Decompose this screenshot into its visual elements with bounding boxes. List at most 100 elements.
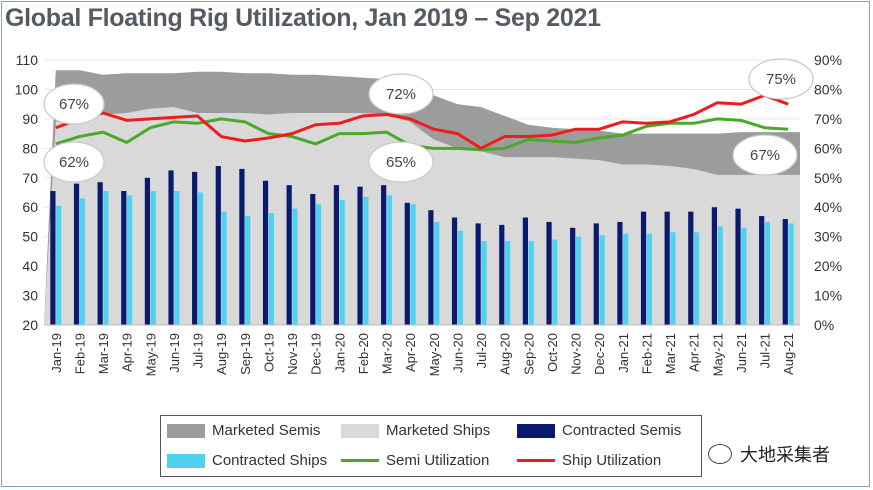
x-tick-label: Apr-19 [120, 333, 135, 372]
y-left-tick-label: 50 [22, 229, 38, 245]
bar-contracted-ships [150, 191, 156, 325]
bar-contracted-semis [357, 186, 363, 325]
bar-contracted-semis [215, 166, 221, 325]
y-right-tick-label: 50% [814, 170, 842, 186]
y-left-tick-label: 80 [22, 140, 38, 156]
bar-contracted-semis [192, 171, 198, 325]
bar-contracted-ships [221, 211, 227, 325]
chart-legend: Marketed Semis Marketed Ships Contracted… [160, 415, 702, 477]
legend-swatch-semi-utilization [341, 459, 379, 462]
x-tick-label: Feb-20 [356, 333, 371, 374]
bar-contracted-ships [315, 204, 322, 325]
x-tick-label: Apr-20 [403, 333, 418, 372]
legend-item-contracted-semis: Contracted Semis [517, 422, 681, 439]
chart-title: Global Floating Rig Utilization, Jan 201… [5, 4, 601, 32]
bar-contracted-ships [504, 241, 511, 325]
x-tick-label: Jan-20 [332, 333, 347, 373]
legend-label-semi-utilization: Semi Utilization [386, 452, 490, 469]
annotation-label: 65% [386, 154, 416, 171]
x-tick-label: Jan-19 [49, 333, 64, 373]
bar-contracted-ships [56, 205, 62, 325]
bar-contracted-ships [79, 198, 85, 325]
bar-contracted-semis [735, 208, 741, 325]
x-tick-label: Mar-19 [96, 333, 111, 374]
legend-item-contracted-ships: Contracted Ships [167, 452, 327, 469]
x-tick-label: Jun-20 [450, 333, 465, 373]
y-right-tick-label: 0% [814, 317, 834, 333]
y-right-tick-label: 20% [814, 258, 842, 274]
legend-swatch-marketed-semis [167, 423, 205, 438]
bar-contracted-semis [73, 183, 80, 325]
watermark: 大地采集者 [708, 441, 830, 467]
y-right-tick-label: 70% [814, 111, 842, 127]
bar-contracted-ships [292, 208, 298, 325]
bar-contracted-ships [245, 216, 251, 325]
annotation-bubble [368, 141, 434, 183]
bar-contracted-ships [599, 235, 605, 325]
y-right-tick-label: 10% [814, 288, 842, 304]
area-marketed-ships [44, 107, 800, 325]
x-tick-label: May-21 [710, 333, 725, 376]
bar-contracted-ships [363, 196, 369, 325]
annotation-bubble [368, 73, 434, 115]
bar-contracted-ships [528, 241, 534, 325]
bar-contracted-semis [121, 191, 127, 325]
bar-contracted-ships [670, 232, 676, 325]
y-left-tick-label: 70 [22, 170, 38, 186]
bar-contracted-semis [381, 185, 387, 325]
annotation-label: 67% [59, 96, 89, 113]
x-tick-label: Mar-20 [380, 333, 395, 374]
legend-swatch-marketed-ships [341, 423, 379, 438]
y-left-tick-label: 20 [22, 317, 38, 333]
bar-contracted-semis [333, 185, 340, 325]
y-right-tick-label: 30% [814, 229, 842, 245]
y-left-tick-label: 110 [16, 52, 39, 68]
legend-item-ship-utilization: Ship Utilization [517, 452, 661, 469]
bar-contracted-ships [103, 191, 109, 325]
x-tick-label: Jun-19 [167, 333, 182, 373]
watermark-text: 大地采集者 [740, 445, 830, 465]
legend-swatch-ship-utilization [517, 459, 555, 462]
annotation-label: 72% [386, 86, 416, 103]
bar-contracted-semis [499, 224, 505, 325]
x-tick-label: Jul-19 [191, 333, 206, 368]
bar-contracted-ships [174, 191, 180, 325]
bar-contracted-ships [386, 195, 393, 325]
bar-contracted-ships [764, 221, 771, 325]
bar-contracted-ships [197, 192, 204, 325]
bar-contracted-semis [475, 223, 481, 325]
x-tick-label: Nov-19 [285, 333, 300, 375]
x-tick-label: Feb-21 [639, 333, 654, 374]
bar-contracted-ships [575, 236, 582, 325]
bar-contracted-ships [481, 241, 487, 325]
annotation-bubble [748, 58, 814, 100]
line-ship-utilization [55, 93, 789, 150]
bar-contracted-semis [617, 221, 623, 325]
x-tick-label: Apr-21 [687, 333, 702, 372]
legend-label-contracted-ships: Contracted Ships [212, 452, 328, 469]
bar-contracted-semis [428, 210, 434, 325]
x-tick-label: Jan-21 [616, 333, 631, 373]
legend-swatch-contracted-semis [517, 423, 555, 438]
bar-contracted-semis [664, 211, 670, 325]
y-left-tick-label: 60 [22, 199, 38, 215]
x-tick-label: Sep-20 [521, 333, 536, 375]
annotation-label: 75% [766, 71, 796, 88]
bar-contracted-semis [759, 216, 765, 325]
legend-label-ship-utilization: Ship Utilization [562, 452, 662, 469]
bar-contracted-ships [717, 226, 723, 325]
y-right-tick-label: 60% [814, 140, 842, 156]
legend-item-marketed-ships: Marketed Ships [341, 422, 490, 439]
y-right-tick-label: 80% [814, 81, 842, 97]
bar-contracted-ships [646, 233, 652, 325]
bar-contracted-ships [693, 232, 700, 325]
bar-contracted-semis [640, 211, 647, 325]
annotation-bubble [43, 83, 105, 125]
wechat-icon [708, 444, 732, 464]
bar-contracted-ships [623, 233, 629, 325]
bar-contracted-ships [457, 230, 463, 325]
x-tick-label: Sep-19 [238, 333, 253, 375]
x-tick-label: Mar-21 [663, 333, 678, 374]
bar-contracted-semis [97, 182, 103, 325]
y-right-tick-label: 40% [814, 199, 842, 215]
